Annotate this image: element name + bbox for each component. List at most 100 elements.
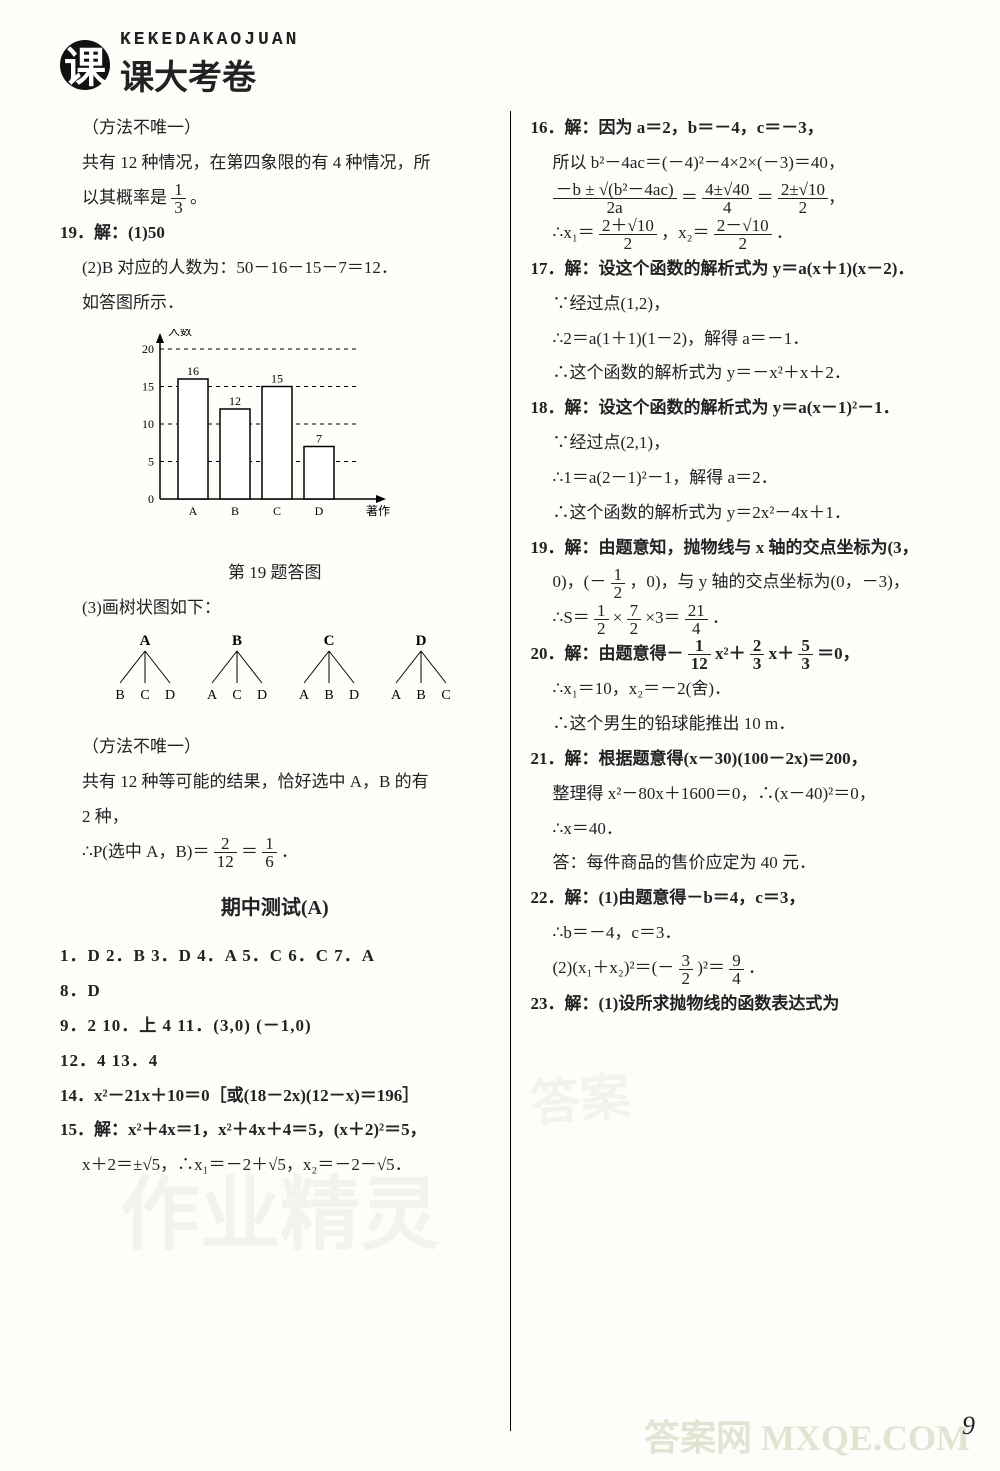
text: ． — [281, 842, 298, 861]
column-divider — [510, 111, 511, 1431]
header-en: KEKEDAKAOJUAN — [120, 30, 299, 50]
fraction: 12 — [611, 566, 626, 601]
midterm-title: 期中测试(A) — [60, 888, 490, 929]
text: ∴x₁＝ — [553, 223, 595, 242]
fraction: 16 — [262, 835, 277, 870]
left-column: （方法不唯一） 共有 12 种情况，在第四象限的有 4 种情况，所 以其概率是 … — [60, 111, 490, 1431]
line: 以其概率是 13 。 — [60, 181, 490, 217]
fraction: 53 — [798, 637, 813, 672]
q15a: 15．解：x²＋4x＝1，x²＋4x＋4＝5，(x＋2)²＝5， — [60, 1113, 490, 1148]
text: ，0)，与 y 轴的交点坐标为(0，－3)， — [629, 572, 909, 591]
text: ＝ — [241, 842, 258, 861]
svg-text:12: 12 — [229, 394, 241, 408]
svg-text:D: D — [416, 633, 427, 649]
svg-text:10: 10 — [142, 417, 154, 431]
text: ＝ — [681, 188, 698, 207]
line: (3)画树状图如下： — [60, 591, 490, 626]
text: ＝0， — [817, 644, 860, 663]
svg-text:A: A — [189, 504, 198, 518]
fraction: 72 — [627, 602, 642, 637]
svg-text:B: B — [324, 688, 333, 703]
svg-text:A: A — [207, 688, 218, 703]
line: ∴2＝a(1＋1)(1－2)，解得 a＝－1． — [531, 322, 961, 357]
q17a: 17．解：设这个函数的解析式为 y＝a(x＋1)(x－2)． — [531, 252, 961, 287]
line: ∴b＝－4，c＝3． — [531, 916, 961, 951]
line: －b ± √(b²－4ac)2a ＝ 4±√404 ＝ 2±√102， — [531, 181, 961, 217]
svg-text:20: 20 — [142, 342, 154, 356]
logo-char: 课 — [60, 40, 110, 90]
svg-text:7: 7 — [316, 431, 322, 445]
text: ． — [712, 608, 729, 627]
svg-text:A: A — [391, 688, 402, 703]
line: ∴这个函数的解析式为 y＝2x²－4x＋1． — [531, 496, 961, 531]
fraction: 4±√404 — [702, 181, 752, 216]
svg-text:16: 16 — [187, 364, 199, 378]
fraction: 94 — [729, 952, 744, 987]
svg-text:B: B — [231, 504, 239, 518]
q19a: 19．解：由题意知，抛物线与 x 轴的交点坐标为(3， — [531, 531, 961, 566]
chart-caption: 第 19 题答图 — [60, 556, 490, 591]
text: ＝ — [757, 188, 774, 207]
svg-text:B: B — [115, 688, 124, 703]
line: ∴S＝ 12 × 72 ×3＝ 214 ． — [531, 601, 961, 637]
svg-text:C: C — [441, 688, 450, 703]
line: ∵经过点(2,1)， — [531, 426, 961, 461]
line: 所以 b²－4ac＝(－4)²－4×2×(－3)＝40， — [531, 146, 961, 181]
q14: 14．x²－21x＋10＝0［或(18－2x)(12－x)＝196］ — [60, 1079, 490, 1114]
text: 。 — [190, 188, 207, 207]
svg-text:0: 0 — [148, 492, 154, 506]
q20a: 20．解：由题意得－ 112 x²＋ 23 x＋ 53 ＝0， — [531, 637, 961, 673]
text: (2)(x₁＋x₂)²＝(－ — [553, 958, 675, 977]
svg-text:B: B — [416, 688, 425, 703]
line: ∴这个函数的解析式为 y＝－x²＋x＋2． — [531, 356, 961, 391]
header-cn: 课大考卷 — [120, 50, 299, 99]
fraction: 212 — [214, 835, 237, 870]
line: 如答图所示． — [60, 286, 490, 321]
line: 共有 12 种等可能的结果，恰好选中 A，B 的有 — [60, 765, 490, 800]
line: (2)B 对应的人数为：50－16－15－7＝12． — [60, 251, 490, 286]
text: ． — [748, 958, 765, 977]
line: 整理得 x²－80x＋1600＝0，∴(x－40)²＝0， — [531, 777, 961, 812]
text: ∴S＝ — [553, 608, 590, 627]
text: ×3＝ — [645, 608, 680, 627]
line: （方法不唯一） — [60, 111, 490, 146]
q16a: 16．解：因为 a＝2，b＝－4，c＝－3， — [531, 111, 961, 146]
svg-text:15: 15 — [142, 379, 154, 393]
svg-text:D: D — [315, 504, 324, 518]
text: x＋ — [769, 644, 795, 663]
tree-diagram: ABCDBACDCABDDABC — [90, 631, 490, 724]
svg-text:5: 5 — [148, 454, 154, 468]
fraction: 2±√102 — [778, 181, 828, 216]
svg-text:D: D — [257, 688, 267, 703]
fraction: 32 — [679, 952, 694, 987]
text: 以其概率是 — [82, 188, 167, 207]
svg-text:15: 15 — [271, 371, 283, 385]
fraction: 112 — [688, 637, 711, 672]
answers-row: 12．4 13．4 — [60, 1044, 490, 1079]
q15b: x＋2＝±√5，∴x₁＝－2＋√5，x₂＝－2－√5． — [60, 1148, 490, 1183]
line: 2 种， — [60, 800, 490, 835]
line: （方法不唯一） — [60, 730, 490, 765]
page-number: 9 — [962, 1411, 975, 1441]
text: 0)，(－ — [553, 572, 607, 591]
line: ∵经过点(1,2)， — [531, 287, 961, 322]
svg-text:B: B — [232, 633, 242, 649]
text: ∴P(选中 A，B)＝ — [82, 842, 209, 861]
line: ∴P(选中 A，B)＝ 212 ＝ 16 ． — [60, 835, 490, 871]
fraction: 2＋√102 — [599, 217, 657, 252]
line: ∴x₁＝ 2＋√102 ，x₂＝ 2－√102 ． — [531, 216, 961, 252]
svg-text:C: C — [232, 688, 241, 703]
text: × — [613, 608, 623, 627]
svg-text:C: C — [324, 633, 335, 649]
line: ∴这个男生的铅球能推出 10 m． — [531, 707, 961, 742]
page-header: 课 KEKEDAKAOJUAN 课大考卷 — [60, 30, 960, 99]
svg-text:人数: 人数 — [168, 329, 192, 338]
text: )²＝ — [697, 958, 725, 977]
fraction: 23 — [750, 637, 765, 672]
svg-text:A: A — [140, 633, 151, 649]
line: (2)(x₁＋x₂)²＝(－ 32 )²＝ 94 ． — [531, 951, 961, 987]
fraction: 12 — [594, 602, 609, 637]
tree-svg: ABCDBACDCABDDABC — [90, 631, 470, 711]
fraction: 13 — [171, 181, 186, 216]
line: 答：每件商品的售价应定为 40 元． — [531, 846, 961, 881]
